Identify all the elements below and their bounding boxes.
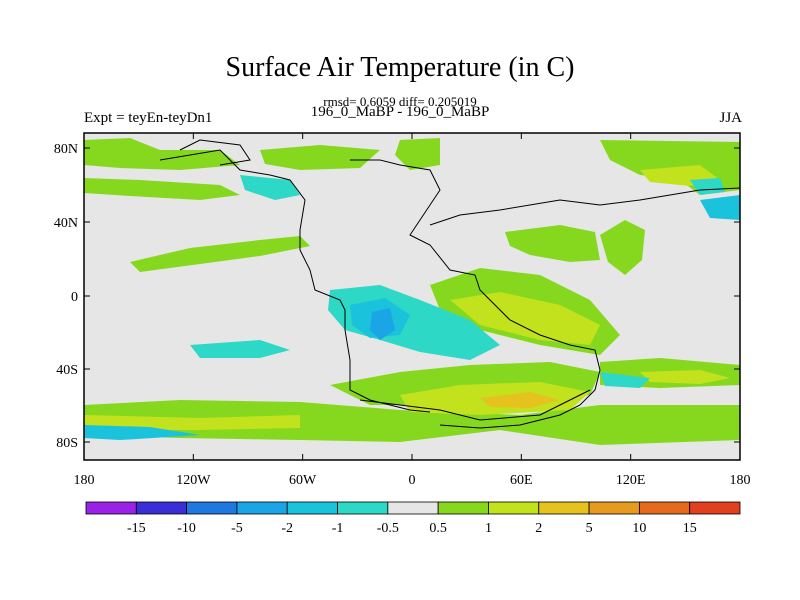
- colorbar-swatch: [588, 501, 640, 515]
- lat-tick-label: 40N: [54, 216, 78, 231]
- siberia-green: [395, 138, 440, 170]
- colorbar-swatch: [236, 501, 288, 515]
- colorbar-swatch: [286, 501, 338, 515]
- lon-tick-label: 180: [74, 473, 95, 488]
- indian-ocean-cyan: [600, 372, 650, 388]
- subtitle: 196_0_MaBP - 196_0_MaBP: [310, 104, 490, 120]
- colorbar-label: -2: [281, 521, 293, 536]
- lon-tick-label: 180: [730, 473, 751, 488]
- stats-line: rmsd= 0.6059 diff= 0.205019: [323, 94, 477, 109]
- lon-tick-label: 60E: [510, 473, 533, 488]
- longitude-ticks: 180 120W 60W 0 60E 120E 180: [74, 133, 751, 488]
- north-pacific-green-band: [84, 178, 240, 200]
- lon-tick-label: 120W: [176, 473, 211, 488]
- lon-tick-label: 60W: [289, 473, 317, 488]
- east-siberia-cyan: [700, 195, 740, 220]
- colorbar-swatch: [488, 501, 540, 515]
- contour-fields: [84, 138, 740, 445]
- arctic-green-band: [84, 138, 240, 170]
- colorbar-swatch: [85, 501, 137, 515]
- colorbar-swatch: [538, 501, 590, 515]
- central-asia-green: [505, 225, 600, 262]
- colorbar-swatch: [387, 501, 439, 515]
- east-asia-cyan: [690, 178, 725, 195]
- colorbar-swatch: [437, 501, 489, 515]
- experiment-label: Expt = teyEn-teyDn1: [84, 110, 213, 126]
- colorbar: -15 -10 -5 -2 -1 -0.5 0.5 1 2 5 10 15: [85, 501, 741, 536]
- lat-tick-label: 80N: [54, 142, 78, 157]
- southern-ocean-yellow: [84, 415, 300, 430]
- tropical-atlantic-blue: [370, 308, 395, 340]
- lon-tick-label: 0: [409, 473, 416, 488]
- lat-tick-label: 40S: [56, 363, 78, 378]
- colorbar-label: 10: [632, 521, 646, 536]
- latitude-ticks: 80N 40N 0 40S 80S: [54, 142, 740, 451]
- season-label: JJA: [719, 110, 742, 126]
- greenland-coast: [179, 139, 251, 166]
- colorbar-swatch: [638, 501, 691, 515]
- colorbar-label: -15: [127, 521, 146, 536]
- africa-yellow: [450, 292, 600, 345]
- colorbar-label: 15: [683, 521, 697, 536]
- colorbar-label: 1: [485, 521, 492, 536]
- antarctic-coast: [359, 389, 591, 421]
- southern-cyan: [84, 425, 200, 440]
- north-pacific-cyan: [240, 175, 300, 200]
- coastline: [159, 139, 740, 429]
- subtropical-green-band-west: [130, 236, 310, 272]
- colorbar-label: -1: [332, 521, 344, 536]
- colorbar-label: -5: [231, 521, 243, 536]
- lat-tick-label: 80S: [56, 436, 78, 451]
- colorbar-label: -10: [177, 521, 196, 536]
- east-pacific-cyan: [190, 340, 290, 358]
- colorbar-swatch: [186, 501, 238, 515]
- southern-ocean-green: [84, 400, 740, 445]
- south-pacific-yellow: [640, 370, 730, 384]
- asia-interior-coast: [429, 187, 740, 226]
- south-atlantic-orange: [480, 392, 560, 408]
- lon-tick-label: 120E: [616, 473, 646, 488]
- colorbar-label: 2: [535, 521, 542, 536]
- colorbar-swatch: [689, 501, 741, 515]
- colorbar-swatch: [135, 501, 188, 515]
- colorbar-label: -0.5: [377, 521, 399, 536]
- colorbar-label: 0.5: [429, 521, 447, 536]
- colorbar-label: 5: [586, 521, 593, 536]
- colorbar-swatch: [337, 501, 389, 515]
- eurasia-coast: [350, 159, 601, 429]
- china-green: [600, 220, 645, 275]
- north-america-coast: [159, 149, 431, 413]
- greenland-green: [260, 145, 380, 170]
- lat-tick-label: 0: [71, 290, 78, 305]
- chart-title: Surface Air Temperature (in C): [225, 52, 575, 83]
